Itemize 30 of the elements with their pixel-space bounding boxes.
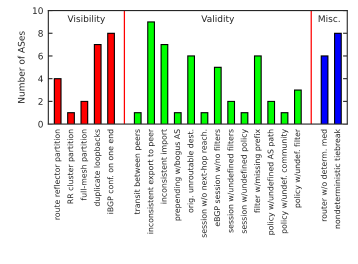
bar — [187, 55, 196, 124]
bar — [174, 112, 182, 124]
bar — [54, 78, 62, 124]
bar — [240, 112, 248, 124]
bar — [214, 66, 222, 124]
y-tick-label: 10 — [32, 7, 43, 14]
annotation: Misc. — [318, 15, 340, 22]
annotation: Visibility — [68, 15, 106, 24]
bar — [280, 112, 288, 124]
y-tick-label: 8 — [38, 30, 43, 37]
bar — [267, 100, 276, 124]
y-axis-title: Number of ASes — [18, 31, 25, 103]
annotation: Validity — [201, 15, 234, 24]
y-tick-label: 2 — [38, 98, 43, 105]
bar — [334, 32, 342, 124]
bar — [80, 100, 88, 124]
y-tick-label: 4 — [38, 76, 43, 82]
bar — [67, 112, 75, 124]
bar — [320, 55, 328, 124]
y-tick-label: 6 — [38, 52, 43, 60]
bar — [254, 55, 262, 124]
bar — [294, 89, 302, 124]
y-tick-label: 0 — [38, 120, 43, 128]
bar — [227, 100, 236, 124]
bar — [160, 44, 168, 124]
bar — [147, 21, 155, 124]
bar — [200, 112, 208, 124]
bar — [134, 112, 142, 124]
bar — [107, 32, 115, 124]
bar — [94, 44, 102, 124]
